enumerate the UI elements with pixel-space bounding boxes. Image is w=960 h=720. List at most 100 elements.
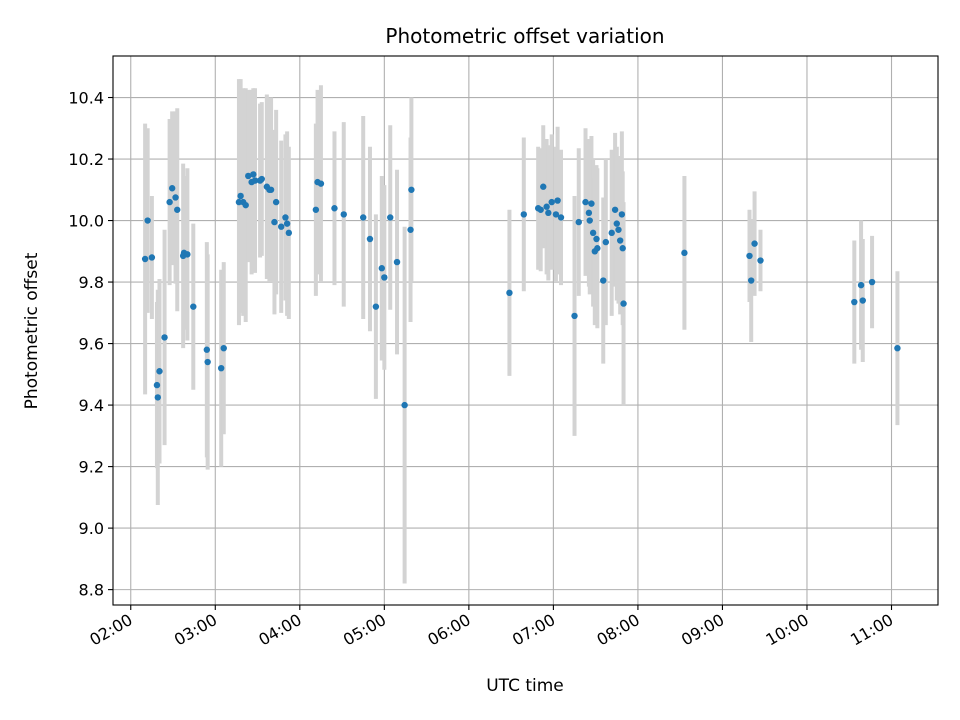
- x-tick-label: 08:00: [593, 610, 642, 650]
- data-point: [378, 265, 386, 272]
- data-point: [366, 235, 374, 243]
- data-point: [543, 203, 550, 210]
- data-point: [372, 303, 380, 310]
- data-point: [190, 303, 197, 310]
- y-axis-title: Photometric offset: [22, 252, 42, 409]
- data-point: [331, 205, 338, 212]
- data-point: [868, 278, 876, 286]
- y-tick-label: 9.8: [79, 273, 104, 292]
- data-point: [585, 209, 593, 217]
- chart-title: Photometric offset variation: [385, 24, 664, 48]
- data-point: [267, 186, 275, 193]
- y-tick-label: 10.0: [68, 212, 104, 231]
- data-point: [144, 217, 151, 224]
- data-point: [340, 211, 347, 218]
- data-point: [153, 381, 161, 389]
- x-tick-label: 03:00: [171, 610, 220, 650]
- data-point: [548, 198, 555, 206]
- data-point: [582, 198, 589, 206]
- data-point: [245, 172, 252, 180]
- data-point: [174, 206, 181, 213]
- data-point: [282, 214, 289, 221]
- data-point: [166, 198, 173, 206]
- data-point: [217, 364, 225, 372]
- data-point: [312, 206, 320, 213]
- data-point: [387, 214, 394, 221]
- y-tick-label: 10.4: [68, 89, 104, 108]
- data-point: [317, 180, 325, 187]
- data-point: [588, 200, 595, 207]
- data-point: [602, 238, 610, 246]
- data-point: [220, 344, 227, 352]
- data-point: [594, 245, 601, 252]
- y-tick-label: 9.4: [79, 396, 104, 415]
- y-tick-label: 9.0: [79, 519, 104, 538]
- data-point: [618, 211, 626, 218]
- data-point: [611, 206, 619, 213]
- data-point: [251, 177, 259, 184]
- data-point: [600, 277, 607, 284]
- errorbars: [143, 79, 900, 584]
- data-point: [537, 206, 544, 213]
- data-point: [283, 220, 291, 227]
- y-tick-label: 8.8: [79, 581, 104, 600]
- data-point: [851, 298, 858, 306]
- data-point: [615, 226, 622, 233]
- y-tick-label: 9.6: [79, 335, 104, 354]
- data-point: [619, 245, 626, 252]
- x-tick-label: 10:00: [763, 610, 812, 650]
- data-point: [203, 346, 211, 353]
- data-point: [250, 171, 257, 178]
- data-point: [154, 394, 162, 401]
- data-point: [407, 226, 414, 233]
- data-points: [141, 171, 901, 409]
- data-point: [393, 258, 401, 266]
- data-point: [857, 281, 865, 289]
- data-point: [156, 368, 163, 375]
- data-point: [408, 186, 415, 193]
- data-point: [278, 223, 285, 230]
- x-tick-label: 06:00: [424, 610, 473, 650]
- data-point: [184, 251, 191, 258]
- data-point: [859, 297, 866, 304]
- data-point: [613, 220, 620, 227]
- data-point: [681, 249, 688, 257]
- x-tick-label: 07:00: [509, 610, 558, 650]
- data-point: [620, 300, 627, 307]
- data-point: [586, 217, 593, 224]
- y-tick-label: 9.2: [79, 458, 104, 477]
- data-point: [381, 274, 388, 281]
- data-point: [751, 240, 758, 247]
- data-point: [557, 214, 565, 221]
- data-point: [616, 237, 624, 244]
- data-point: [540, 183, 547, 190]
- data-point: [554, 197, 561, 204]
- data-point: [242, 201, 249, 209]
- plot-frame: [112, 55, 939, 606]
- data-point: [168, 185, 176, 192]
- data-point: [589, 229, 597, 237]
- data-point: [271, 218, 278, 226]
- data-point: [520, 211, 528, 218]
- data-point: [272, 198, 280, 206]
- y-tick-label: 10.2: [68, 150, 104, 169]
- x-tick-label: 02:00: [86, 610, 135, 650]
- x-axis-title: UTC time: [486, 676, 564, 696]
- data-point: [608, 229, 615, 237]
- data-point: [141, 255, 149, 263]
- data-point: [575, 218, 582, 226]
- data-point: [894, 344, 901, 352]
- data-point: [204, 358, 211, 366]
- x-tick-label: 09:00: [678, 610, 727, 650]
- data-point: [172, 194, 179, 201]
- data-point: [161, 334, 168, 341]
- data-point: [360, 214, 367, 221]
- data-point: [148, 254, 156, 261]
- data-point: [747, 277, 755, 284]
- x-tick-label: 11:00: [847, 610, 896, 650]
- x-tick-label: 04:00: [255, 610, 304, 650]
- data-point: [552, 211, 560, 218]
- data-point: [237, 192, 244, 200]
- data-point: [571, 312, 578, 320]
